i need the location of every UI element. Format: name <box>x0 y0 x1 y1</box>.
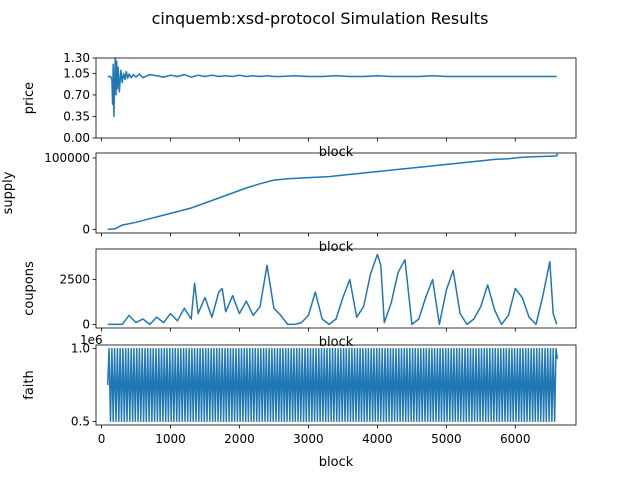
price-panel: 0.00 0.35 0.70 1.051.30 block price <box>22 51 577 160</box>
coupons-plot-frame <box>95 248 577 329</box>
faith-offset-label: 1e6 <box>80 333 103 347</box>
faith-series-line <box>106 347 559 423</box>
supply-panel: 0 100000 block supply <box>1 151 577 255</box>
faith-xtick-label: 0 <box>98 432 106 446</box>
coupons-ytick-label: 2500 <box>59 273 90 287</box>
price-ytick-label: 0.70 <box>63 88 90 102</box>
supply-ytick-label: 100000 <box>44 151 90 165</box>
price-ytick-label: 1.05 <box>63 66 90 80</box>
figure-title: cinquemb:xsd-protocol Simulation Results <box>152 9 489 28</box>
faith-xtick-label: 2000 <box>224 432 255 446</box>
coupons-ytick-label: 0 <box>82 317 90 331</box>
price-series-line <box>107 57 557 118</box>
price-ytick-label: 0.00 <box>63 131 90 145</box>
price-ytick-label: 0.35 <box>63 109 90 123</box>
faith-xtick-label: 5000 <box>431 432 462 446</box>
chart-panels: 0.000.350.701.051.30blockprice0100000blo… <box>1 51 577 470</box>
faith-plot-frame <box>95 344 577 426</box>
faith-panel: 0.5 1.0 0 1000 2000 3000 4000 5000 6000 block fait… <box>22 333 577 470</box>
faith-xlabel: block <box>319 455 354 470</box>
coupons-ylabel: coupons <box>22 261 37 316</box>
price-plot-frame <box>95 57 577 139</box>
faith-xtick-label: 3000 <box>293 432 324 446</box>
coupons-xlabel: block <box>319 335 354 350</box>
supply-series-line <box>107 153 559 231</box>
faith-ylabel: faith <box>22 370 37 400</box>
supply-xlabel: block <box>319 240 354 255</box>
faith-xtick-label: 6000 <box>500 432 531 446</box>
coupons-panel: 0 2500 block coupons <box>22 248 577 350</box>
supply-plot-frame <box>95 152 577 234</box>
supply-ytick-label: 0 <box>82 222 90 236</box>
price-xlabel: block <box>319 145 354 160</box>
price-ylabel: price <box>22 82 37 114</box>
faith-xtick-label: 4000 <box>362 432 393 446</box>
price-ytick-label: 1.30 <box>63 51 90 65</box>
faith-ytick-label: 1.0 <box>71 342 90 356</box>
faith-ytick-label: 0.5 <box>71 414 90 428</box>
coupons-series-line <box>107 253 558 326</box>
supply-ylabel: supply <box>1 171 16 214</box>
faith-xtick-label: 1000 <box>155 432 186 446</box>
